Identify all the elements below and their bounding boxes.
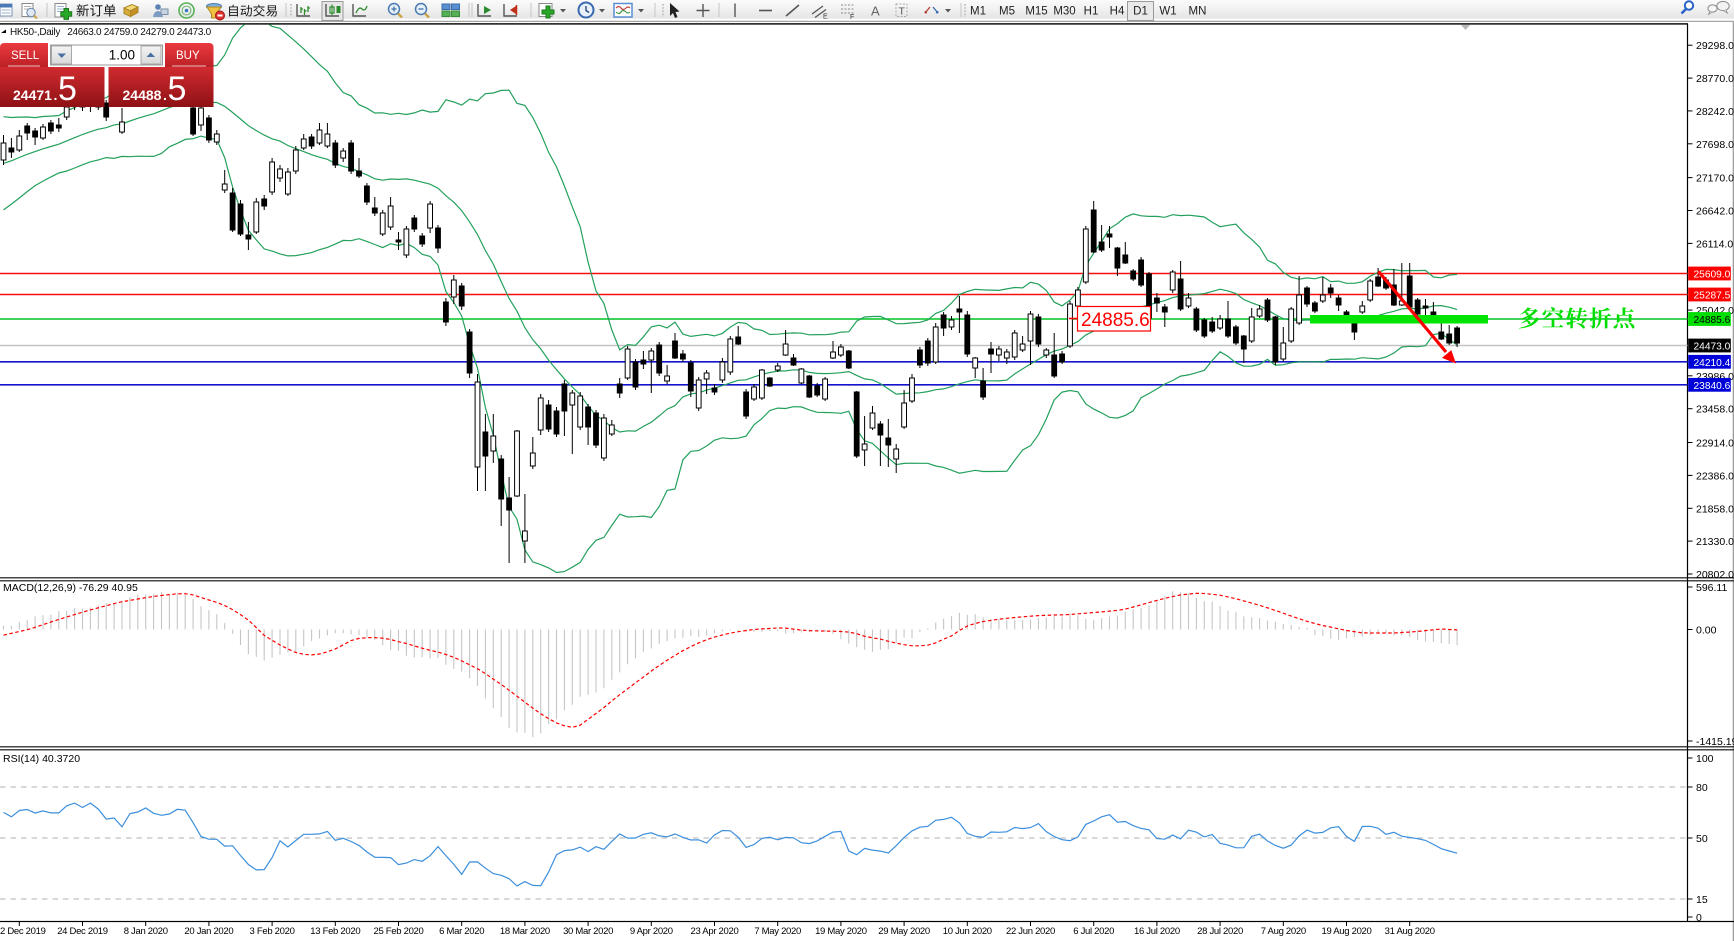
svg-text:1.00: 1.00 xyxy=(109,48,135,63)
svg-text:22 Jun 2020: 22 Jun 2020 xyxy=(1006,926,1055,937)
svg-text:M15: M15 xyxy=(1025,6,1047,18)
svg-text:26642.0: 26642.0 xyxy=(1696,206,1734,218)
svg-text:D1: D1 xyxy=(1133,6,1148,18)
svg-text:H1: H1 xyxy=(1084,6,1099,18)
svg-text:W1: W1 xyxy=(1159,6,1176,18)
svg-text:23 Apr 2020: 23 Apr 2020 xyxy=(691,926,739,937)
svg-text:16 Jul 2020: 16 Jul 2020 xyxy=(1134,926,1180,937)
svg-text:25609.0: 25609.0 xyxy=(1694,270,1731,281)
svg-text:MACD(12,26,9) -76.29 40.95: MACD(12,26,9) -76.29 40.95 xyxy=(3,582,138,594)
svg-text:F: F xyxy=(850,14,854,21)
svg-text:21858.0: 21858.0 xyxy=(1696,503,1734,515)
svg-text:596.11: 596.11 xyxy=(1696,582,1727,594)
svg-text:M30: M30 xyxy=(1053,6,1075,18)
svg-text:A: A xyxy=(871,4,880,19)
svg-text:9 Apr 2020: 9 Apr 2020 xyxy=(630,926,673,937)
svg-text:-1415.19: -1415.19 xyxy=(1696,736,1734,748)
svg-text:E: E xyxy=(823,14,828,21)
svg-text:13 Feb 2020: 13 Feb 2020 xyxy=(310,926,360,937)
svg-text:0: 0 xyxy=(1696,912,1702,924)
svg-text:0.00: 0.00 xyxy=(1696,625,1717,637)
svg-text:2 Dec 2019: 2 Dec 2019 xyxy=(0,926,46,937)
svg-text:50: 50 xyxy=(1696,833,1708,845)
svg-text:18 Mar 2020: 18 Mar 2020 xyxy=(500,926,550,937)
svg-text:22386.0: 22386.0 xyxy=(1696,470,1734,482)
svg-text:19 Aug 2020: 19 Aug 2020 xyxy=(1321,926,1371,937)
svg-text:6 Jul 2020: 6 Jul 2020 xyxy=(1073,926,1114,937)
svg-text:M5: M5 xyxy=(999,6,1015,18)
svg-text:.: . xyxy=(54,87,58,103)
svg-text:5: 5 xyxy=(58,70,77,108)
svg-text:24 Dec 2019: 24 Dec 2019 xyxy=(57,926,108,937)
svg-text:.: . xyxy=(163,87,167,103)
svg-text:T: T xyxy=(899,6,906,18)
svg-text:M1: M1 xyxy=(970,6,986,18)
svg-text:26114.0: 26114.0 xyxy=(1696,238,1733,250)
svg-text:30 Mar 2020: 30 Mar 2020 xyxy=(563,926,613,937)
svg-text:29298.0: 29298.0 xyxy=(1696,40,1734,52)
svg-text:8 Jan 2020: 8 Jan 2020 xyxy=(124,926,168,937)
svg-text:24488: 24488 xyxy=(123,87,162,103)
svg-text:6 Mar 2020: 6 Mar 2020 xyxy=(439,926,484,937)
svg-text:24210.4: 24210.4 xyxy=(1694,358,1731,369)
svg-text:25287.5: 25287.5 xyxy=(1694,291,1731,302)
svg-text:31 Aug 2020: 31 Aug 2020 xyxy=(1385,926,1435,937)
svg-text:15: 15 xyxy=(1696,894,1708,906)
svg-text:BUY: BUY xyxy=(176,50,200,62)
svg-text:27170.0: 27170.0 xyxy=(1696,173,1734,185)
svg-text:7 Aug 2020: 7 Aug 2020 xyxy=(1261,926,1306,937)
svg-text:25 Feb 2020: 25 Feb 2020 xyxy=(373,926,423,937)
svg-text:23458.0: 23458.0 xyxy=(1696,404,1734,416)
svg-text:19 May 2020: 19 May 2020 xyxy=(815,926,867,937)
svg-text:10 Jun 2020: 10 Jun 2020 xyxy=(943,926,992,937)
svg-text:5: 5 xyxy=(168,70,187,108)
svg-text:22914.0: 22914.0 xyxy=(1696,438,1734,450)
svg-text:24885.6: 24885.6 xyxy=(1081,310,1150,331)
svg-text:MN: MN xyxy=(1189,6,1207,18)
svg-text:24885.6: 24885.6 xyxy=(1694,315,1731,326)
svg-text:21330.0: 21330.0 xyxy=(1696,536,1734,548)
svg-text:100: 100 xyxy=(1696,753,1714,765)
svg-text:24473.0: 24473.0 xyxy=(1694,342,1731,353)
svg-text:20802.0: 20802.0 xyxy=(1696,569,1734,581)
svg-text:3 Feb 2020: 3 Feb 2020 xyxy=(250,926,295,937)
svg-text:80: 80 xyxy=(1696,782,1708,794)
svg-text:28242.0: 28242.0 xyxy=(1696,106,1734,118)
svg-text:20 Jan 2020: 20 Jan 2020 xyxy=(184,926,233,937)
svg-text:SELL: SELL xyxy=(11,50,40,62)
svg-text:RSI(14) 40.3720: RSI(14) 40.3720 xyxy=(3,753,80,765)
svg-text:24471: 24471 xyxy=(13,87,52,103)
svg-text:29 May 2020: 29 May 2020 xyxy=(878,926,930,937)
svg-text:27698.0: 27698.0 xyxy=(1696,139,1734,151)
svg-text:H4: H4 xyxy=(1110,6,1125,18)
svg-text:HK50-,Daily 24663.0 24759.0 2: HK50-,Daily 24663.0 24759.0 24279.0 2447… xyxy=(10,27,212,38)
svg-text:28770.0: 28770.0 xyxy=(1696,73,1734,85)
svg-text:23840.6: 23840.6 xyxy=(1694,381,1731,392)
svg-text:7 May 2020: 7 May 2020 xyxy=(754,926,801,937)
svg-text:28 Jul 2020: 28 Jul 2020 xyxy=(1197,926,1243,937)
